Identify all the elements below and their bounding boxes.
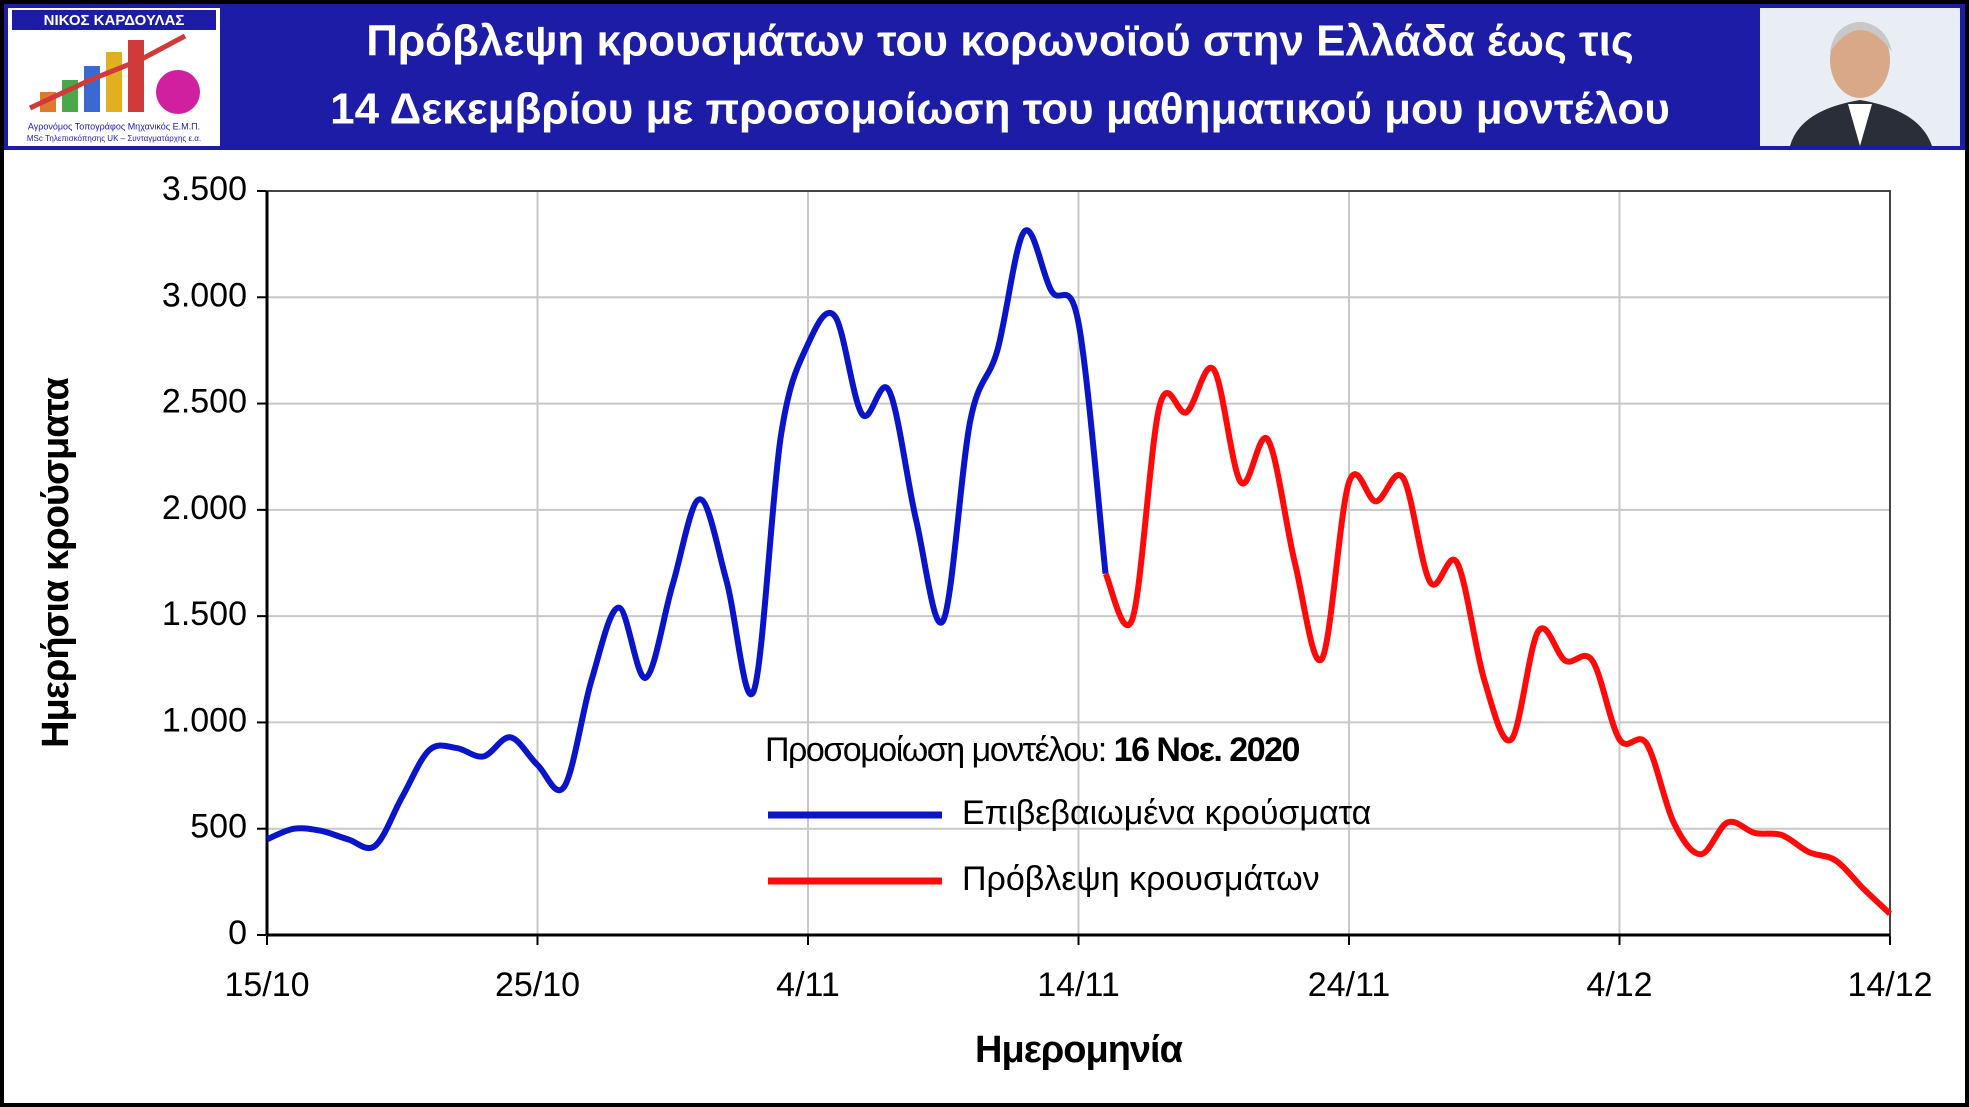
logo-bars [28,33,200,114]
legend-label: Επιβεβαιωμένα κρούσματα [962,794,1371,832]
logo-name: ΝΙΚΟΣ ΚΑΡΔΟΥΛΑΣ [44,12,185,29]
x-tick-label: 14/12 [1847,966,1932,1004]
x-tick-label: 24/11 [1308,966,1391,1004]
x-tick-label: 4/11 [776,966,840,1004]
logo-band [12,10,216,30]
header-title: 14 Δεκεμβρίου με προσομοίωση του μαθηματ… [330,85,1670,134]
header-title: Πρόβλεψη κρουσμάτων του κορωνοϊού στην Ε… [366,17,1634,66]
annotation: Προσομοίωση μοντέλου: 16 Νοε. 2020 [765,731,1300,769]
annotation-text: Προσομοίωση μοντέλου: [765,731,1106,769]
y-tick-label: 500 [190,808,247,846]
x-tick-label: 4/12 [1586,966,1652,1004]
x-tick-label: 25/10 [495,966,580,1004]
y-axis-label: Ημερήσια κρούσματα [35,377,77,747]
x-axis-label: Ημερομηνία [975,1029,1183,1071]
data-line [265,227,1109,852]
y-tick-label: 2.500 [162,383,247,421]
y-tick-label: 1.500 [162,595,247,633]
data-line [1102,364,1893,916]
portrait [1760,8,1960,146]
header-bar [4,4,1965,150]
legend-label: Πρόβλεψη κρουσμάτων [962,860,1320,898]
y-tick-label: 2.000 [162,489,247,527]
y-tick-label: 1.000 [162,701,247,739]
y-tick-label: 3.000 [162,276,247,314]
y-tick-label: 0 [228,914,247,952]
y-tick-label: 3.500 [162,170,247,208]
annotation-date: 16 Νοε. 2020 [1114,731,1300,769]
logo-line: MSc Τηλεπισκόπησης UK – Συνταγματάρχης ε… [27,134,201,143]
x-tick-label: 14/11 [1037,966,1120,1004]
x-tick-label: 15/10 [224,966,309,1004]
logo-line: Αγρονόμος Τοπογράφος Μηχανικός Ε.Μ.Π. [28,121,200,131]
